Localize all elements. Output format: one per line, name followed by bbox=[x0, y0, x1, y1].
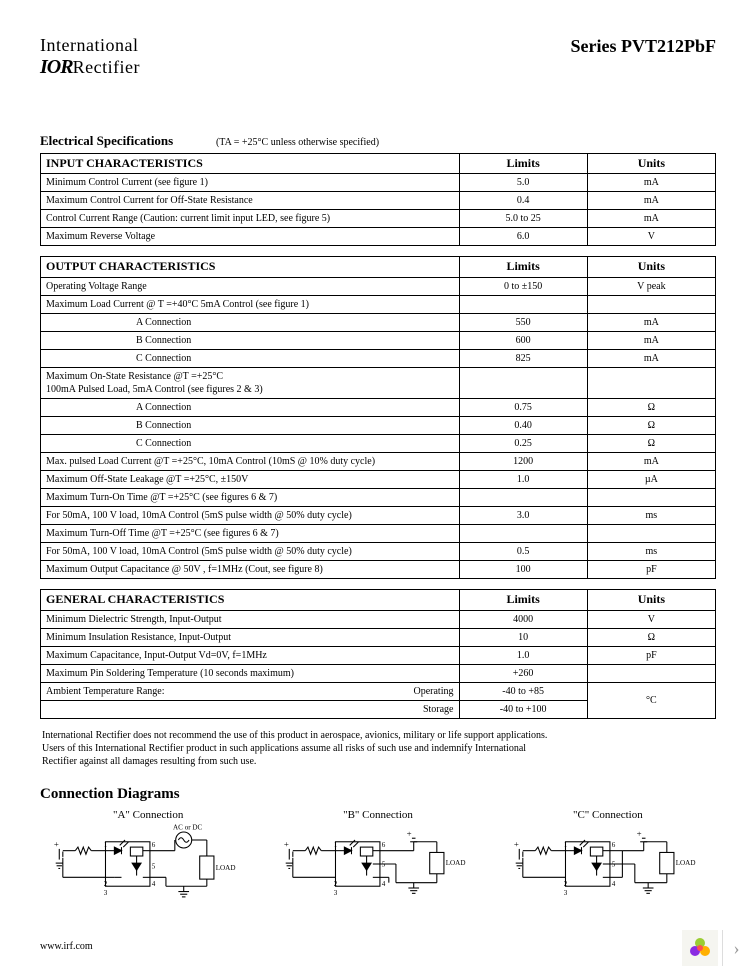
table-row: Maximum Output Capacitance @ 50V , f=1MH… bbox=[41, 560, 716, 578]
chevron-right-icon: › bbox=[734, 938, 740, 959]
connection-diagrams-title: Connection Diagrams bbox=[40, 786, 716, 803]
svg-text:5: 5 bbox=[152, 862, 156, 870]
svg-text:LOAD: LOAD bbox=[675, 858, 695, 866]
svg-text:+: + bbox=[514, 839, 519, 849]
output-head-units: Units bbox=[587, 257, 715, 278]
input-head-param: INPUT CHARACTERISTICS bbox=[41, 153, 460, 174]
table-row: For 50mA, 100 V load, 10mA Control (5mS … bbox=[41, 542, 716, 560]
table-row: Minimum Dielectric Strength, Input-Outpu… bbox=[41, 610, 716, 628]
table-row: A Connection 0.75 Ω bbox=[41, 398, 716, 416]
connection-diagrams-row: "A" Connection + 1 bbox=[40, 809, 716, 904]
svg-text:4: 4 bbox=[152, 880, 156, 888]
table-row: B Connection 0.40 Ω bbox=[41, 416, 716, 434]
table-row: C Connection 825 mA bbox=[41, 349, 716, 367]
svg-text:3: 3 bbox=[563, 889, 567, 897]
logo-ior: IOR bbox=[40, 56, 73, 78]
svg-text:LOAD: LOAD bbox=[446, 858, 466, 866]
connection-b-diagram: + 1 2 3 bbox=[270, 824, 486, 904]
general-head-limits: Limits bbox=[459, 589, 587, 610]
page-header: International IORRectifier Series PVT212… bbox=[40, 36, 716, 78]
svg-text:6: 6 bbox=[382, 841, 386, 849]
svg-text:+: + bbox=[636, 828, 641, 838]
svg-text:2: 2 bbox=[334, 880, 338, 888]
table-row: Max. pulsed Load Current @T =+25°C, 10mA… bbox=[41, 452, 716, 470]
output-head-limits: Limits bbox=[459, 257, 587, 278]
table-row: Operating Voltage Range 0 to ±150 V peak bbox=[41, 277, 716, 295]
input-head-units: Units bbox=[587, 153, 715, 174]
table-row: Control Current Range (Caution: current … bbox=[41, 210, 716, 228]
svg-text:6: 6 bbox=[611, 841, 615, 849]
general-head-units: Units bbox=[587, 589, 715, 610]
svg-text:+: + bbox=[54, 839, 59, 849]
footer-url: www.irf.com bbox=[40, 941, 93, 952]
svg-text:5: 5 bbox=[382, 860, 386, 868]
viewer-logo-icon bbox=[682, 930, 718, 966]
logo-line2: IORRectifier bbox=[40, 56, 140, 78]
table-row: Maximum Pin Soldering Temperature (10 se… bbox=[41, 664, 716, 682]
svg-text:LOAD: LOAD bbox=[216, 864, 236, 872]
table-row: Maximum On-State Resistance @T =+25°C 10… bbox=[41, 367, 716, 398]
svg-text:3: 3 bbox=[334, 889, 338, 897]
table-row: Maximum Load Current @ T =+40°C 5mA Cont… bbox=[41, 295, 716, 313]
table-row: Minimum Insulation Resistance, Input-Out… bbox=[41, 628, 716, 646]
section-note: (TA = +25°C unless otherwise specified) bbox=[216, 137, 379, 148]
input-head-limits: Limits bbox=[459, 153, 587, 174]
svg-text:4: 4 bbox=[382, 880, 386, 888]
viewer-nav-widget: › bbox=[682, 930, 750, 966]
logo-line1: International bbox=[40, 36, 140, 56]
output-head-param: OUTPUT CHARACTERISTICS bbox=[41, 257, 460, 278]
connection-a-diagram: + 1 bbox=[40, 824, 256, 904]
svg-text:3: 3 bbox=[104, 889, 108, 897]
svg-text:6: 6 bbox=[152, 841, 156, 849]
section-title: Electrical Specifications bbox=[40, 133, 173, 149]
table-row: A Connection 550 mA bbox=[41, 313, 716, 331]
svg-text:4: 4 bbox=[611, 880, 615, 888]
svg-text:2: 2 bbox=[104, 880, 108, 888]
electrical-spec-heading: Electrical Specifications (TA = +25°C un… bbox=[40, 133, 716, 149]
table-row: Maximum Capacitance, Input-Output Vd=0V,… bbox=[41, 646, 716, 664]
disclaimer-text: International Rectifier does not recomme… bbox=[42, 729, 716, 768]
table-row: Minimum Control Current (see figure 1) 5… bbox=[41, 174, 716, 192]
connection-b-block: "B" Connection + 1 bbox=[270, 809, 486, 904]
table-row: Maximum Control Current for Off-State Re… bbox=[41, 192, 716, 210]
input-characteristics-table: INPUT CHARACTERISTICS Limits Units Minim… bbox=[40, 153, 716, 247]
table-row: B Connection 600 mA bbox=[41, 331, 716, 349]
svg-text:+: + bbox=[406, 828, 411, 838]
svg-text:2: 2 bbox=[563, 880, 567, 888]
general-characteristics-table: GENERAL CHARACTERISTICS Limits Units Min… bbox=[40, 589, 716, 719]
series-title: Series PVT212PbF bbox=[571, 36, 717, 57]
connection-a-block: "A" Connection + 1 bbox=[40, 809, 256, 904]
table-row: Maximum Off-State Leakage @T =+25°C, ±15… bbox=[41, 470, 716, 488]
connection-c-diagram: + 1 2 3 bbox=[500, 824, 716, 904]
company-logo: International IORRectifier bbox=[40, 36, 140, 78]
svg-text:+: + bbox=[284, 839, 289, 849]
table-row: Maximum Turn-Off Time @T =+25°C (see fig… bbox=[41, 524, 716, 542]
connection-a-label: "A" Connection bbox=[40, 809, 256, 821]
output-characteristics-table: OUTPUT CHARACTERISTICS Limits Units Oper… bbox=[40, 256, 716, 579]
table-row: Maximum Reverse Voltage 6.0 V bbox=[41, 228, 716, 246]
table-row: Ambient Temperature Range: Operating -40… bbox=[41, 682, 716, 700]
svg-text:5: 5 bbox=[611, 860, 615, 868]
table-row: For 50mA, 100 V load, 10mA Control (5mS … bbox=[41, 506, 716, 524]
next-page-button[interactable]: › bbox=[722, 930, 750, 966]
connection-c-label: "C" Connection bbox=[500, 809, 716, 821]
table-row: C Connection 0.25 Ω bbox=[41, 434, 716, 452]
connection-b-label: "B" Connection bbox=[270, 809, 486, 821]
connection-c-block: "C" Connection + 1 bbox=[500, 809, 716, 904]
svg-text:AC or DC: AC or DC bbox=[173, 824, 202, 831]
table-row: Maximum Turn-On Time @T =+25°C (see figu… bbox=[41, 488, 716, 506]
general-head-param: GENERAL CHARACTERISTICS bbox=[41, 589, 460, 610]
